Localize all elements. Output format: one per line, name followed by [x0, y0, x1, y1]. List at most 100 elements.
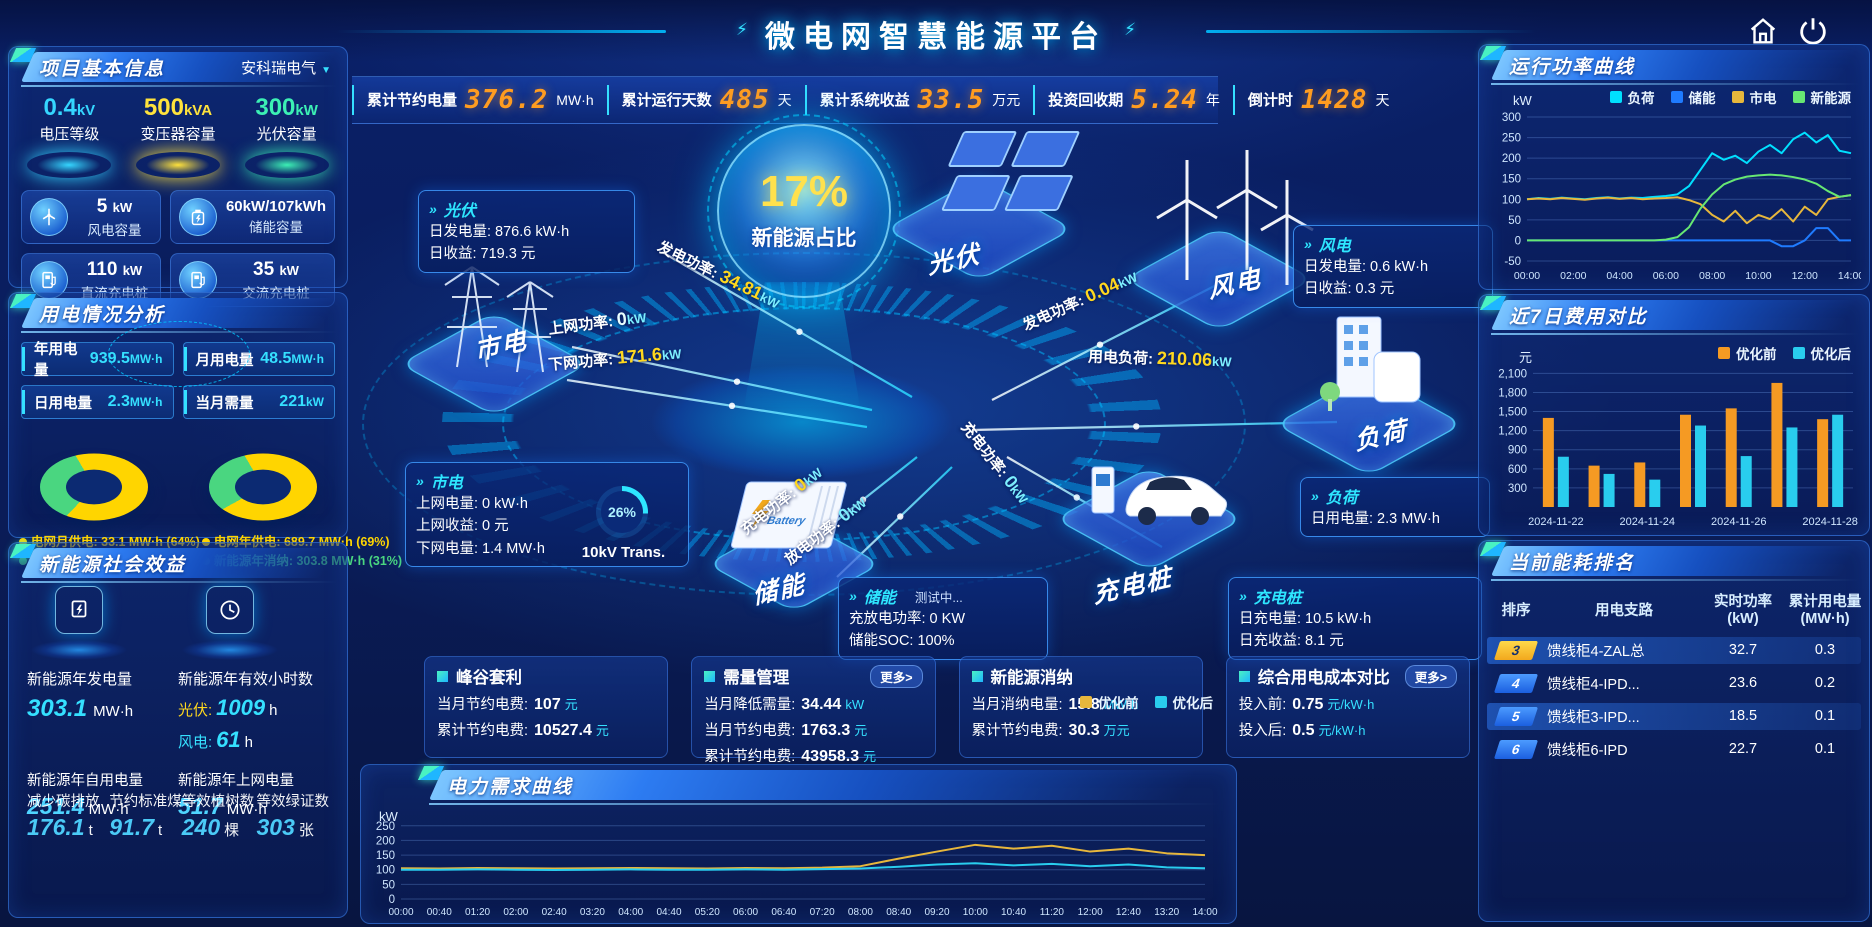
- flow-unit: kW: [626, 310, 648, 328]
- capacity-card-text: 60kW/107kWh 储能容量: [226, 198, 326, 236]
- panel-header: 近7日费用对比: [1479, 296, 1872, 335]
- kpi-item: 累计运行天数 485 天: [606, 84, 805, 116]
- rank-cell: 6: [1487, 739, 1545, 759]
- lightning-icon: ⚡: [736, 20, 748, 39]
- svg-text:06:40: 06:40: [771, 907, 796, 918]
- energy-cell: 0.1: [1814, 708, 1836, 725]
- svg-text:11:20: 11:20: [1040, 907, 1065, 918]
- power-button[interactable]: [1796, 14, 1830, 48]
- card-title: 综合用电成本对比: [1257, 669, 1390, 687]
- legend-label: 优化前: [1736, 347, 1777, 362]
- energy-cell: 0.1: [1814, 741, 1836, 758]
- header-line2: (MW·h): [1800, 611, 1850, 628]
- cost-compare-panel: 近7日费用对比 元 优化前 优化后 2,100 1,800 1,500 1,200 900…: [1478, 294, 1872, 536]
- bar-优化前-2024-11-27: [1771, 382, 1783, 507]
- card-title: 峰谷套利: [456, 669, 522, 687]
- rank-cell: 4: [1487, 673, 1545, 693]
- info-box-title: 负荷: [1325, 490, 1358, 507]
- legend-item: 优化前: [1080, 692, 1139, 712]
- stat-label: 新能源年上网电量: [178, 773, 294, 789]
- card-stat-row: 当月节约电费: 1763.3 元: [704, 719, 922, 740]
- svg-text:06:00: 06:00: [733, 907, 758, 918]
- solar-panels-icon: [941, 131, 1080, 211]
- svg-text:07:20: 07:20: [810, 907, 835, 918]
- pedestal-glow: [31, 640, 127, 660]
- power-cell: 18.5: [1728, 708, 1758, 725]
- svg-text:200: 200: [1502, 153, 1521, 165]
- stat-unit: 万元: [1103, 723, 1130, 738]
- legend-chip-icon: [1154, 696, 1167, 708]
- svg-text:300: 300: [1502, 112, 1521, 124]
- card-title-icon: [1238, 670, 1250, 682]
- power-cell: 22.7: [1728, 741, 1758, 758]
- solar-energy-icon: [55, 586, 103, 634]
- value: 51.7: [178, 793, 223, 819]
- info-row: 日收益: 0.3 元: [1304, 281, 1395, 298]
- wind-hours: 风电: 61 h: [178, 727, 253, 752]
- stat-label: 当月消纳电量:: [971, 697, 1063, 713]
- pv-info-box: » 光伏 日发电量: 876.6 kW·h 日收益: 719.3 元: [418, 190, 635, 273]
- svg-text:250: 250: [376, 821, 395, 833]
- card-stat-row: 当月消纳电量:15.8MW·h: [972, 693, 1190, 714]
- capacity-podium: 300kW 光伏容量: [237, 94, 337, 178]
- flow-unit: kW: [661, 346, 683, 363]
- bar-优化前-2024-11-25: [1680, 414, 1691, 507]
- legend-item: 优化后: [1154, 692, 1214, 712]
- benefit-card: 综合用电成本对比 更多> 投入前: 0.75 元/kW·h 投入后: 0.5 元/kW·h: [1225, 656, 1470, 758]
- bar-优化前-2024-11-28: [1817, 419, 1829, 507]
- storage-info-box: » 储能 测试中... 充放电功率: 0 KW 储能SOC: 100%: [838, 577, 1048, 660]
- legend-item: 优化前: [1718, 343, 1777, 363]
- svg-text:100: 100: [1502, 194, 1521, 206]
- unit: kW: [112, 199, 133, 215]
- capacity-value: 60kW/107kWh: [226, 198, 326, 215]
- stat-label: 日用电量: [34, 395, 92, 412]
- arrow-icon: »: [1304, 236, 1312, 252]
- center-orb: 17% 新能源占比: [707, 114, 901, 308]
- info-row: 上网电量: 0 kW·h: [416, 496, 528, 512]
- kpi-unit: 万元: [992, 91, 1021, 108]
- table-row[interactable]: 3 馈线柜4-ZAL总 32.7 0.3: [1487, 636, 1861, 664]
- info-box-title: 储能: [863, 590, 896, 607]
- value: 91.7: [109, 814, 154, 840]
- table-row[interactable]: 6 馈线柜6-IPD 22.7 0.1: [1487, 736, 1861, 763]
- svg-text:12:40: 12:40: [1116, 907, 1141, 918]
- table-row[interactable]: 5 馈线柜3-IPD... 18.5 0.1: [1487, 702, 1861, 730]
- benefit-cards-row: 峰谷套利 当月节约电费: 107 元累计节约电费: 10527.4 元需量管理 更多> 当月降…: [424, 656, 1470, 765]
- card-stat-row: 投入后: 0.5 元/kW·h: [1239, 719, 1457, 740]
- table-row[interactable]: 4 馈线柜4-IPD... 23.6 0.2: [1487, 670, 1861, 697]
- company-select[interactable]: 安科瑞电气 ▼: [241, 60, 331, 77]
- svg-text:10:00: 10:00: [1745, 270, 1771, 282]
- power-chart-legend: 负荷 储能 市电 新能源: [1609, 87, 1851, 107]
- legend-item: 优化后: [1792, 343, 1851, 363]
- kpi-value: 1428: [1300, 84, 1368, 115]
- demand-chart-legend: 优化前 优化后: [1080, 692, 1213, 712]
- legend-label: 优化后: [1172, 696, 1214, 711]
- power-chart-svg: 300 250 200 150 100 50 0 -50 00:00 02:00 04:00 06:0…: [1502, 112, 1864, 282]
- year-donut: [108, 321, 338, 541]
- svg-text:2,100: 2,100: [1498, 368, 1527, 380]
- svg-text:08:00: 08:00: [1699, 270, 1725, 282]
- capacity-podium: 500kVA 变压器容量: [128, 94, 228, 178]
- kpi-label: 倒计时: [1247, 92, 1293, 110]
- title-decoration-right: [1206, 30, 1536, 33]
- svg-text:150: 150: [376, 850, 395, 862]
- kpi-unit: 天: [777, 91, 792, 108]
- bar-优化后-2024-11-25: [1695, 425, 1706, 507]
- y-axis-unit: 元: [1519, 350, 1533, 365]
- kpi-value: 5.24: [1131, 84, 1198, 115]
- more-button[interactable]: 更多>: [1404, 664, 1457, 688]
- svg-text:05:20: 05:20: [695, 907, 720, 918]
- benefit-extra-stat: 减少碳排放 176.1 t: [27, 790, 109, 841]
- stat-label: 当月节约电费:: [437, 697, 529, 713]
- more-button[interactable]: 更多>: [870, 664, 923, 688]
- card-stat-row: 累计节约电费: 30.3 万元: [972, 719, 1190, 740]
- new-energy-percent: 17%: [759, 167, 849, 216]
- stat-value: 43958.3: [801, 748, 860, 765]
- arrow-icon: »: [1311, 488, 1319, 504]
- podium-glow-icon: [244, 152, 329, 178]
- stat-unit: MW·h: [1103, 697, 1139, 712]
- home-button[interactable]: [1746, 14, 1780, 48]
- donut-halo: [108, 321, 250, 387]
- stat-value: 240 棵: [182, 814, 257, 841]
- kpi-label: 累计运行天数: [621, 92, 712, 110]
